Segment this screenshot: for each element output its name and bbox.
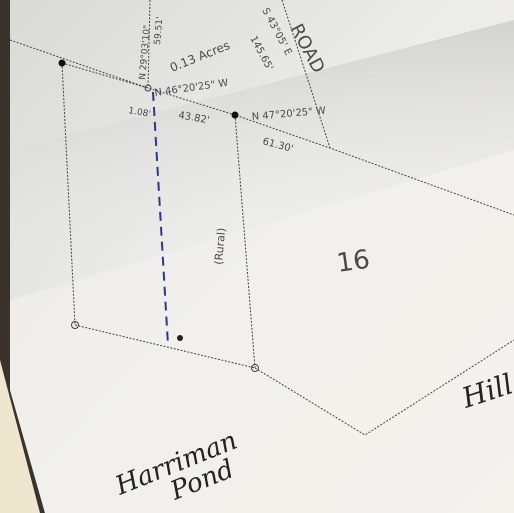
pin	[177, 335, 183, 341]
monument	[59, 60, 66, 67]
page: ROAD S 43°05' E 145.65' 0.13 Acres N 29°…	[0, 0, 514, 513]
photo: ROAD S 43°05' E 145.65' 0.13 Acres N 29°…	[0, 0, 514, 513]
monument	[232, 112, 239, 119]
lot-number: 16	[335, 245, 372, 279]
